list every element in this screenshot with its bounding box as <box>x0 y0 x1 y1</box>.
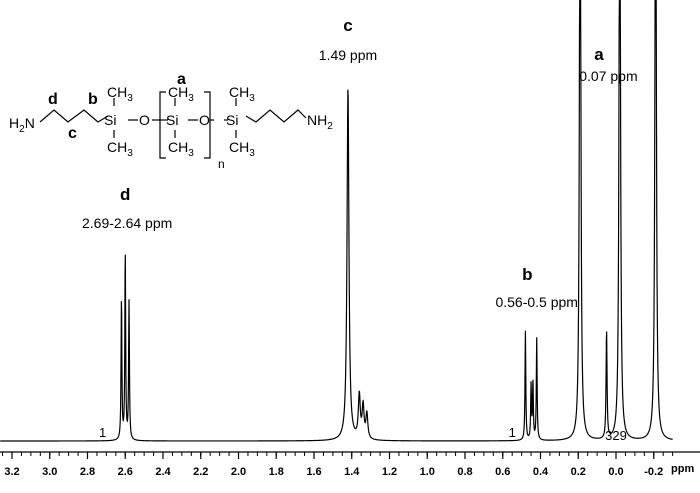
x-tick-label: 2.2 <box>193 466 208 478</box>
ch3-right-down: CH3 <box>229 139 255 159</box>
x-tick-label: 2.0 <box>231 466 246 478</box>
x-tick-label: 0.4 <box>533 466 549 478</box>
x-tick-label: 0.8 <box>457 466 472 478</box>
x-tick-label: 3.0 <box>42 466 57 478</box>
peak-label-a: a <box>594 45 604 64</box>
repeat-n: n <box>218 157 225 171</box>
x-tick-label: 2.4 <box>155 466 171 478</box>
spectrum-line <box>0 0 673 442</box>
h2n-left-h: H2N <box>9 115 35 135</box>
x-tick-label: 1.6 <box>306 466 321 478</box>
x-tick-label: -0.2 <box>644 466 663 478</box>
si-left: Si <box>104 112 116 128</box>
repeat-bracket-right <box>204 91 211 159</box>
peak-integral-b: 1 <box>509 425 516 440</box>
peak-shift-d: 2.69-2.64 ppm <box>82 215 172 231</box>
peak-shift-b: 0.56-0.5 ppm <box>495 294 578 310</box>
ch3-mid-up: CH3 <box>168 84 194 104</box>
repeat-bracket-left <box>159 91 166 159</box>
peak-labels: d 2.69-2.64 ppm 1 c 1.49 ppm b 0.56-0.5 ppm 1 a 0… <box>82 16 638 443</box>
x-tick-label: 3.2 <box>4 466 19 478</box>
si-right: Si <box>226 112 238 128</box>
peak-shift-c: 1.49 ppm <box>319 47 377 63</box>
aminopropyl-chain-left <box>39 109 109 123</box>
ch3-right-up: CH3 <box>229 84 255 104</box>
nh2-right: NH2 <box>307 112 333 132</box>
x-tick-label: 2.6 <box>118 466 133 478</box>
structure-label-a: a <box>177 71 186 88</box>
ch3-mid-down: CH3 <box>168 139 194 159</box>
peak-integral-d: 1 <box>99 425 106 440</box>
structure-label-d: d <box>48 91 58 108</box>
x-axis-label: ppm <box>671 463 694 475</box>
peak-integral-a: 329 <box>605 428 627 443</box>
x-tick-label: 0.6 <box>495 466 510 478</box>
ch3-left-down: CH3 <box>107 139 133 159</box>
structure-labels: H2N Si CH3 CH3 O Si CH3 CH3 O Si CH3 CH3… <box>9 71 333 171</box>
peak-label-b: b <box>522 265 532 284</box>
structure-label-c: c <box>68 125 77 142</box>
peak-label-c: c <box>343 16 352 35</box>
aminopropyl-chain-right <box>245 109 307 123</box>
x-tick-label: 1.4 <box>344 466 360 478</box>
x-tick-label: 2.8 <box>80 466 95 478</box>
peak-shift-a: 0.07 ppm <box>579 68 637 84</box>
x-tick-label: 0.0 <box>608 466 623 478</box>
oxygen-2: O <box>199 112 210 128</box>
ch3-left-up: CH3 <box>107 84 133 104</box>
x-tick-label: 0.2 <box>571 466 586 478</box>
x-tick-label: 1.8 <box>269 466 284 478</box>
peak-label-d: d <box>120 185 130 204</box>
si-mid: Si <box>166 112 178 128</box>
x-tick-label: 1.0 <box>420 466 435 478</box>
chemical-structure <box>39 91 307 159</box>
oxygen-1: O <box>139 112 150 128</box>
x-tick-label: 1.2 <box>382 466 397 478</box>
x-axis-ticks: 3.2 3.0 2.8 2.6 2.4 2.2 2.0 1.8 1.6 1.4 1.2 1.0 0.8 0… <box>2 452 674 478</box>
structure-label-b: b <box>88 91 98 108</box>
